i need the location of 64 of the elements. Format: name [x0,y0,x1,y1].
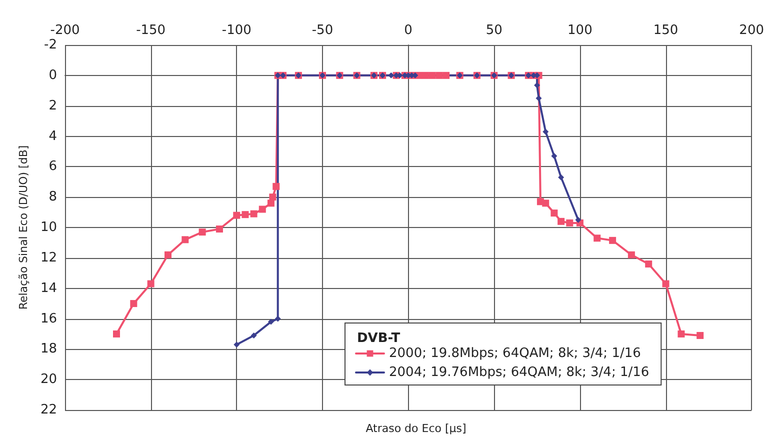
point [628,251,635,258]
point [216,226,223,233]
y-tick-label: 6 [48,159,57,174]
legend-title: DVB-T [357,331,400,346]
point [696,332,704,339]
point [233,212,240,219]
point [164,251,172,258]
point [198,228,206,236]
legend-label: 2004; 19.76Mbps; 64QAM; 8k; 3/4; 1/16 [389,365,650,380]
point [609,236,616,244]
point [662,280,670,288]
point [542,200,550,207]
point [422,72,429,79]
point [130,300,138,308]
point [645,260,652,268]
x-tick-label: -100 [222,23,252,38]
y-tick-label: 4 [48,128,57,144]
point [558,174,564,180]
x-tick-label: -150 [136,23,166,38]
y-tick-label: 18 [40,342,57,357]
point [575,216,582,223]
y-axis-title: Relação Sinal Eco (D/UO) [dB] [17,145,30,310]
y-tick-label: 0 [48,68,57,83]
x-tick-label: 100 [568,23,592,38]
point [594,234,601,242]
x-tick-label: 150 [653,23,678,38]
x-axis-title: Atraso do Eco [µs] [366,422,466,435]
point [550,210,558,217]
point [258,206,266,213]
y-tick-label: 14 [40,280,57,296]
point [182,236,189,244]
y-tick-label: 22 [40,402,57,418]
point [112,330,120,338]
x-tick-label: -50 [312,23,334,38]
y-tick-label: 12 [40,250,57,266]
point [272,182,280,190]
point [551,153,558,160]
point [442,72,450,79]
x-tick-label: -200 [50,23,80,38]
point [566,219,574,226]
y-tick-label: 10 [40,220,57,235]
x-tick-label: 200 [739,23,764,38]
point [678,330,685,338]
point [269,194,276,201]
point [268,318,274,325]
x-tick-label: 0 [404,23,412,38]
y-tick-label: 2 [48,98,57,114]
y-tick-label: 16 [40,311,57,326]
y-tick-label: -2 [44,38,57,52]
point [536,95,542,102]
point [147,280,154,288]
x-tick-label: 50 [486,23,502,38]
y-tick-label: 20 [40,372,57,388]
point [234,342,240,348]
legend-label: 2000; 19.8Mbps; 64QAM; 8k; 3/4; 1/16 [389,346,641,361]
point [388,72,394,78]
point [542,128,549,135]
point [428,72,436,79]
point [250,332,257,338]
point [436,72,443,79]
y-tick-label: 8 [48,190,57,205]
point [242,211,249,218]
point [558,218,565,225]
point [250,210,258,218]
